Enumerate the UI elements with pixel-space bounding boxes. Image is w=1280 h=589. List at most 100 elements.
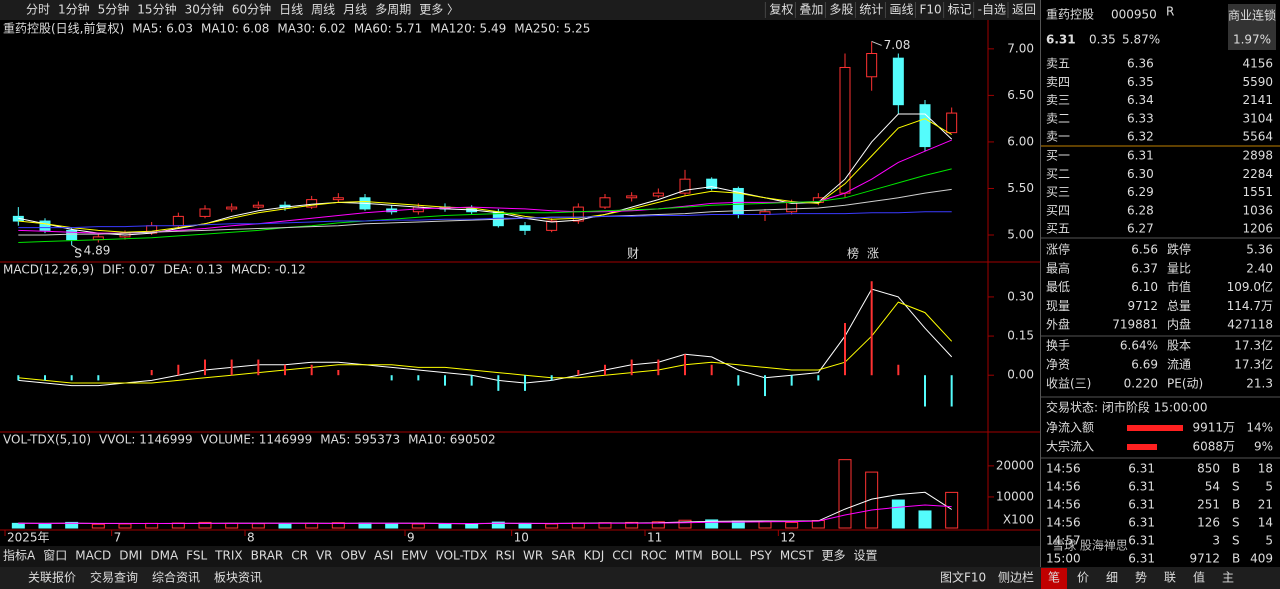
flow-label: 大宗流入 [1046, 439, 1094, 454]
tick-time: 14:56 [1046, 480, 1081, 494]
status-link[interactable]: 综合资讯 [152, 570, 200, 585]
unit-label: X100 [1003, 513, 1034, 527]
indicator-tab[interactable]: OBV [341, 549, 367, 563]
indicator-tab[interactable]: SAR [551, 549, 575, 563]
tick-side: B [1232, 552, 1240, 566]
candle-body [199, 208, 211, 217]
book-level: 买二 [1046, 167, 1070, 181]
ma-line [18, 301, 953, 384]
legend-item: VVOL: 1146999 [99, 433, 193, 447]
side-tab-active [1041, 568, 1067, 589]
period-tab[interactable]: 月线 [343, 3, 367, 17]
indicator-tab[interactable]: VR [316, 549, 333, 563]
indicator-tab[interactable]: 窗口 [43, 549, 67, 563]
tick-side: S [1232, 480, 1240, 494]
side-tab[interactable]: 主 [1222, 571, 1234, 585]
period-tab[interactable]: 1分钟 [58, 2, 90, 17]
y-tick-label: 6.50 [1007, 88, 1034, 102]
volume-bar [198, 521, 212, 529]
indicator-tab[interactable]: 指标A [3, 548, 36, 563]
indicator-tab[interactable]: CCI [612, 549, 632, 563]
period-tab[interactable]: 多周期 [375, 3, 411, 17]
y-tick-label: 0.00 [1007, 368, 1034, 382]
x-tick-label: 10 [514, 531, 529, 545]
status-link[interactable]: 交易查询 [90, 570, 138, 585]
side-tab[interactable]: 价 [1077, 571, 1089, 585]
stat-value: 21.3 [1246, 377, 1273, 391]
stat-value: 6.64% [1120, 339, 1158, 353]
status-link[interactable]: 侧边栏 [998, 570, 1034, 585]
tick-side: B [1232, 462, 1240, 476]
side-tab[interactable]: 势 [1135, 571, 1147, 585]
status-link[interactable]: 图文F10 [940, 570, 986, 585]
book-level: 卖二 [1046, 111, 1070, 125]
flow-value: 6088万 [1192, 440, 1235, 454]
indicator-tab[interactable]: DMA [150, 549, 179, 563]
stat-label: 量比 [1167, 261, 1191, 275]
indicator-tab[interactable]: TRIX [214, 549, 242, 563]
indicator-tab[interactable]: MCST [780, 549, 814, 563]
toolbar-button[interactable]: 统计 [859, 3, 883, 17]
book-level: 卖一 [1046, 130, 1070, 144]
toolbar-button[interactable]: 复权 [769, 3, 793, 17]
legend-item: MA30: 6.02 [277, 22, 345, 36]
volume-bar [411, 523, 425, 529]
indicator-tab[interactable]: DMI [119, 549, 142, 563]
indicator-tab[interactable]: BOLL [711, 549, 742, 563]
x-tick-label: 2025年 [7, 531, 50, 545]
sector-change: 1.97% [1233, 33, 1271, 47]
toolbar-button[interactable]: 叠加 [799, 3, 823, 17]
period-tab[interactable]: 周线 [311, 3, 335, 17]
flow-label: 净流入额 [1046, 421, 1094, 435]
indicator-tab[interactable]: BRAR [251, 549, 284, 563]
period-tab[interactable]: 分时 [26, 3, 50, 17]
period-tab[interactable]: 15分钟 [137, 2, 176, 17]
status-link[interactable]: 板块资讯 [214, 571, 262, 585]
side-tab[interactable]: 细 [1106, 571, 1118, 585]
book-price: 6.32 [1127, 130, 1154, 144]
indicator-tab[interactable]: ASI [374, 549, 393, 563]
toolbar-button[interactable]: F10 [919, 3, 941, 17]
toolbar-button[interactable]: 标记 [948, 3, 972, 17]
status-link[interactable]: 关联报价 [28, 570, 76, 585]
period-tab[interactable]: 60分钟 [232, 2, 271, 17]
period-tab[interactable]: 更多 〉 [419, 3, 459, 17]
period-tab[interactable]: 日线 [279, 3, 303, 17]
side-tab[interactable]: 笔 [1048, 570, 1060, 585]
side-tab[interactable]: 值 [1193, 570, 1205, 585]
indicator-tab[interactable]: RSI [496, 549, 516, 563]
indicator-tab[interactable]: FSL [186, 549, 207, 563]
volume-bar [305, 522, 319, 529]
toolbar-button[interactable]: 画线 [889, 3, 913, 17]
indicator-tab[interactable]: VOL-TDX [436, 549, 488, 563]
stat-label: 换手 [1046, 339, 1070, 353]
indicator-tab[interactable]: MTM [675, 549, 703, 563]
x-tick-label: 11 [647, 531, 662, 545]
book-price: 6.33 [1127, 111, 1154, 125]
tick-side: B [1232, 498, 1240, 512]
legend-item: MA5: 6.03 [132, 22, 193, 36]
indicator-tab[interactable]: CR [291, 549, 308, 563]
toolbar-button[interactable]: 多股 [829, 3, 853, 17]
volume-bar [891, 499, 905, 529]
indicator-tab[interactable]: ROC [641, 549, 667, 563]
period-tab[interactable]: 30分钟 [185, 2, 224, 17]
indicator-tab[interactable]: WR [523, 549, 543, 563]
legend-item: DEA: 0.13 [163, 263, 222, 277]
side-tab[interactable]: 联 [1164, 571, 1176, 585]
indicator-tab[interactable]: KDJ [584, 549, 605, 563]
high-leader [871, 40, 882, 46]
period-tab[interactable]: 5分钟 [98, 2, 130, 17]
toolbar-button[interactable]: 返回 [1012, 3, 1036, 17]
tick-volume: 54 [1205, 480, 1220, 494]
indicator-tab[interactable]: 更多 [822, 549, 846, 563]
tick-count: 21 [1258, 498, 1273, 512]
indicator-tab[interactable]: MACD [75, 549, 111, 563]
toolbar-button[interactable]: -自选 [978, 3, 1006, 17]
stat-value: 6.10 [1131, 280, 1158, 294]
indicator-tab[interactable]: EMV [401, 549, 428, 563]
indicator-tab[interactable]: 设置 [854, 549, 878, 563]
indicator-tab[interactable]: PSY [750, 549, 773, 563]
volume-bar [91, 523, 105, 529]
